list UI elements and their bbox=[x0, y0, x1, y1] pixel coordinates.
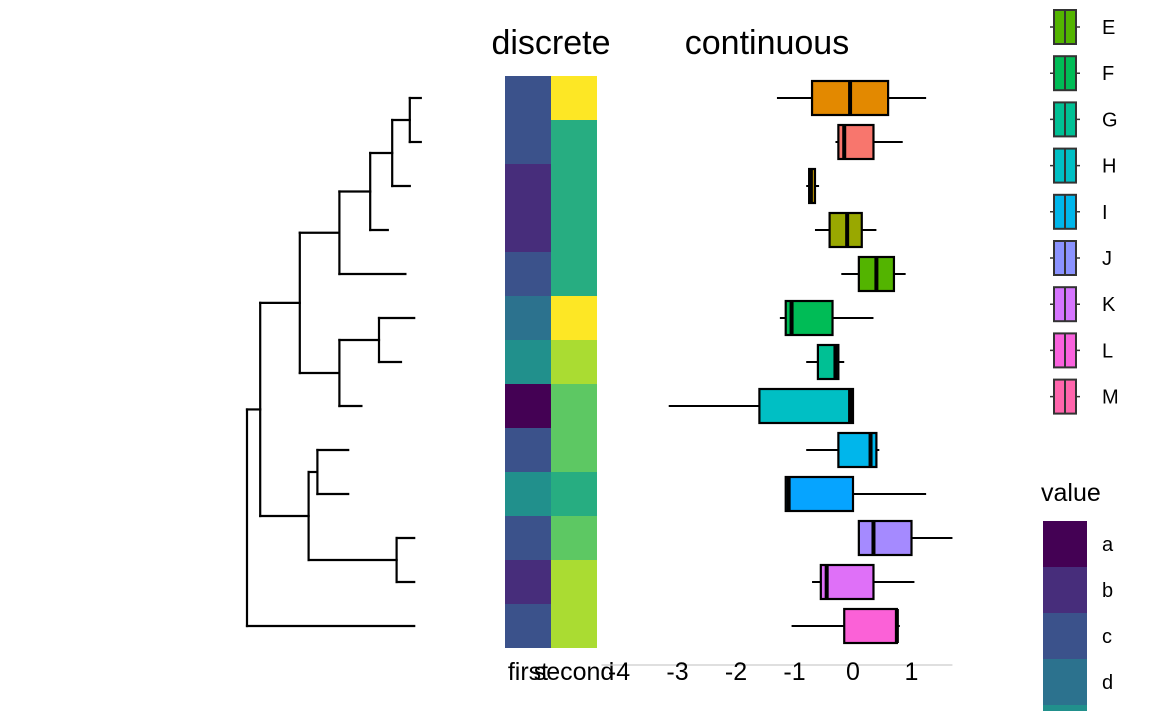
boxplot-row bbox=[784, 475, 927, 513]
heatmap-title: discrete bbox=[491, 24, 610, 62]
boxplot-row bbox=[841, 255, 906, 293]
heatmap-cell bbox=[551, 76, 597, 120]
box-legend-label: F bbox=[1102, 63, 1114, 85]
heatmap-cell bbox=[551, 296, 597, 340]
heatmap-column-label: first bbox=[508, 658, 548, 686]
box-legend-label: K bbox=[1102, 294, 1116, 316]
box-legend-item: K bbox=[1050, 286, 1116, 323]
box bbox=[816, 343, 840, 381]
boxplot-title: continuous bbox=[685, 24, 849, 62]
heatmap-cell bbox=[505, 76, 551, 120]
fill-legend-label: c bbox=[1102, 626, 1112, 648]
fill-legend-key-partial bbox=[1043, 705, 1087, 711]
x-tick-label: -2 bbox=[725, 658, 747, 686]
fill-legend-key bbox=[1043, 659, 1087, 705]
fill-legend-label: d bbox=[1102, 672, 1113, 694]
boxplot-row bbox=[806, 343, 845, 381]
heatmap-cell bbox=[505, 208, 551, 252]
fill-legend-key bbox=[1043, 521, 1087, 567]
heatmap-cell bbox=[505, 560, 551, 604]
box-legend-item: H bbox=[1050, 147, 1116, 184]
box-legend-label: L bbox=[1102, 340, 1113, 362]
box-legend-item: F bbox=[1050, 55, 1114, 92]
heatmap-cell bbox=[505, 252, 551, 296]
boxplot-row bbox=[814, 211, 877, 249]
heatmap-cell bbox=[551, 164, 597, 208]
fill-legend: value a b c d bbox=[1041, 479, 1114, 711]
box bbox=[758, 387, 855, 425]
box-legend-label: G bbox=[1102, 109, 1118, 131]
box-legend-item: M bbox=[1050, 378, 1119, 415]
heatmap-cell bbox=[551, 604, 597, 648]
x-tick-label: -1 bbox=[783, 658, 805, 686]
heatmap-cell bbox=[505, 516, 551, 560]
phylogenetic-tree bbox=[245, 96, 422, 628]
boxplot-row bbox=[791, 607, 900, 645]
heatmap-cell bbox=[551, 252, 597, 296]
heatmap-cell bbox=[505, 296, 551, 340]
heatmap-cell bbox=[505, 472, 551, 516]
heatmap-cell bbox=[551, 340, 597, 384]
box-legend-item: E bbox=[1050, 9, 1115, 45]
box-legend-label: H bbox=[1102, 156, 1116, 178]
boxplot-row bbox=[812, 563, 915, 601]
boxplot-legend: E F G H I J K L M bbox=[1050, 9, 1119, 415]
heatmap-cell bbox=[551, 208, 597, 252]
box bbox=[784, 475, 855, 513]
boxplot-row bbox=[806, 167, 820, 205]
heatmap-cell bbox=[551, 560, 597, 604]
heatmap-cell bbox=[551, 384, 597, 428]
box-legend-label: I bbox=[1102, 202, 1108, 224]
box-legend-label: M bbox=[1102, 387, 1119, 409]
heatmap-cell bbox=[505, 340, 551, 384]
fill-legend-key bbox=[1043, 613, 1087, 659]
boxplot-row bbox=[776, 79, 927, 117]
continuous-boxplot: continuous -4 -3 -2 -1 0 1 bbox=[601, 24, 953, 686]
boxplot-row bbox=[857, 519, 953, 557]
heatmap-cell bbox=[505, 428, 551, 472]
box-legend-label: J bbox=[1102, 248, 1112, 270]
heatmap-cell bbox=[505, 604, 551, 648]
heatmap-cell bbox=[551, 472, 597, 516]
x-tick-label: -4 bbox=[608, 658, 630, 686]
x-tick-label: 1 bbox=[905, 658, 919, 686]
boxplot-row bbox=[779, 299, 874, 337]
heatmap-cell bbox=[505, 120, 551, 164]
box bbox=[843, 607, 898, 645]
fill-legend-label: b bbox=[1102, 580, 1113, 602]
heatmap-cell bbox=[505, 164, 551, 208]
heatmap-cell bbox=[551, 428, 597, 472]
x-tick-label: -3 bbox=[666, 658, 688, 686]
box-legend-item: J bbox=[1050, 240, 1112, 276]
boxplot-row bbox=[668, 387, 855, 425]
heatmap-cell bbox=[505, 384, 551, 428]
box-legend-item: L bbox=[1050, 332, 1113, 369]
heatmap-cell bbox=[551, 120, 597, 164]
x-tick-label: 0 bbox=[846, 658, 860, 686]
box-legend-item: I bbox=[1050, 193, 1108, 230]
box bbox=[819, 563, 875, 601]
boxplot-row bbox=[835, 123, 903, 161]
fill-legend-key bbox=[1043, 567, 1087, 613]
box-legend-label: E bbox=[1102, 17, 1115, 39]
fill-legend-label: a bbox=[1102, 534, 1114, 556]
heatmap-column-label: second bbox=[534, 658, 615, 686]
box-legend-item: G bbox=[1050, 101, 1118, 138]
heatmap-cell bbox=[551, 516, 597, 560]
boxplot-row bbox=[806, 431, 880, 469]
fill-legend-title: value bbox=[1041, 479, 1101, 507]
box bbox=[857, 519, 913, 557]
